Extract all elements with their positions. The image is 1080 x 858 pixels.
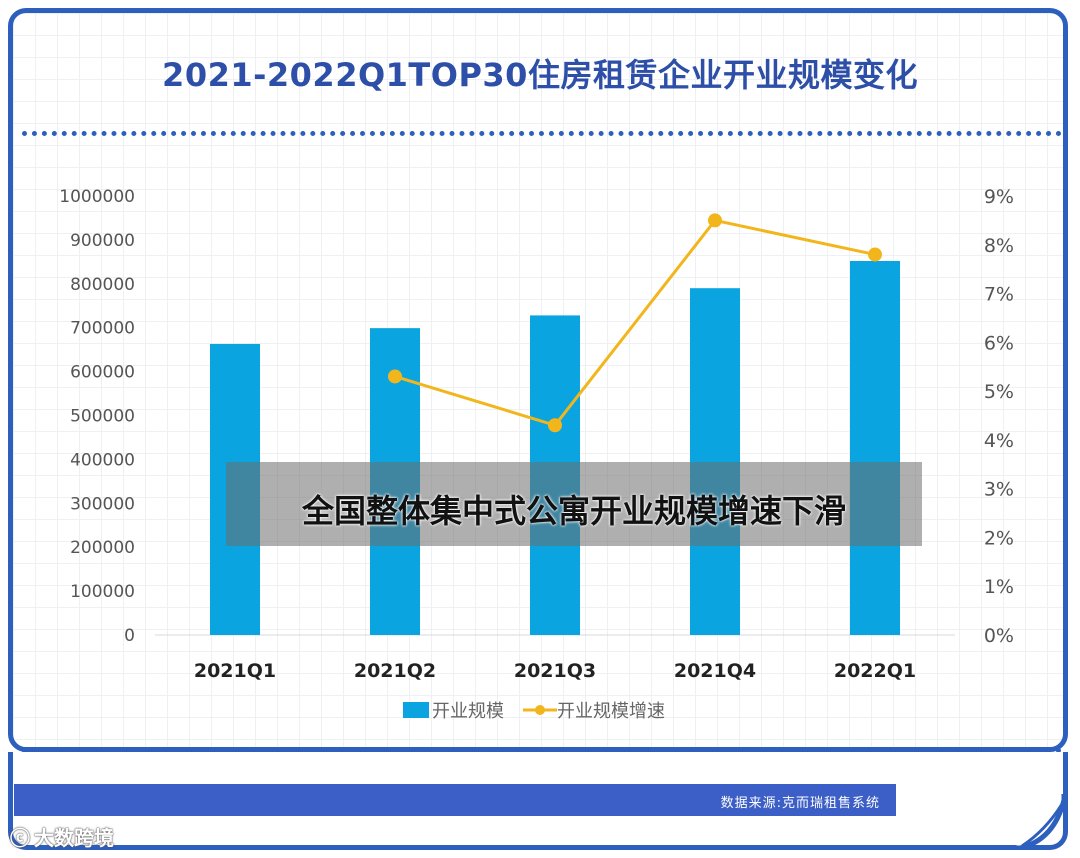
right-axis-tick-label: 6% xyxy=(984,332,1014,354)
watermark-logo-icon: ⓒ xyxy=(10,826,30,850)
left-axis-tick-label: 100000 xyxy=(70,582,135,602)
left-axis-tick-label: 600000 xyxy=(70,363,135,383)
x-axis-tick-label: 2021Q3 xyxy=(514,660,596,682)
footer-divider xyxy=(22,748,1062,753)
growth-point-2022Q1 xyxy=(868,247,882,262)
left-axis-tick-label: 1000000 xyxy=(59,187,135,207)
title-divider xyxy=(22,131,1062,136)
source-text: 数据来源:克而瑞租售系统 xyxy=(720,796,880,811)
right-axis-tick-label: 3% xyxy=(984,479,1014,501)
left-axis-tick-label: 300000 xyxy=(70,494,135,514)
right-axis-tick-label: 1% xyxy=(984,576,1014,598)
left-axis-tick-label: 700000 xyxy=(70,319,135,339)
watermark: ⓒ 大数跨境 xyxy=(10,822,114,851)
right-axis-tick-label: 2% xyxy=(984,527,1014,549)
legend-line-label: 开业规模增速 xyxy=(557,701,665,722)
right-axis-tick-label: 8% xyxy=(984,235,1014,257)
legend-bar-swatch xyxy=(403,702,429,718)
right-axis-tick-label: 5% xyxy=(984,381,1014,403)
right-axis-tick-label: 4% xyxy=(984,430,1014,452)
right-axis-tick-label: 0% xyxy=(984,625,1014,647)
growth-line xyxy=(394,218,876,427)
legend-bar-label: 开业规模 xyxy=(432,701,504,722)
watermark-text: 大数跨境 xyxy=(34,826,114,850)
x-axis-tick-label: 2021Q2 xyxy=(354,660,436,682)
caption-overlay: 全国整体集中式公寓开业规模增速下滑 xyxy=(226,462,922,546)
right-axis-tick-label: 7% xyxy=(984,284,1014,306)
growth-point-2021Q2 xyxy=(388,369,402,384)
left-axis-tick-label: 500000 xyxy=(70,407,135,427)
page-curl-icon xyxy=(1014,794,1067,850)
left-axis-tick-label: 0 xyxy=(124,626,135,646)
overlay-caption: 全国整体集中式公寓开业规模增速下滑 xyxy=(301,492,846,530)
left-axis-tick-label: 400000 xyxy=(70,450,135,470)
right-axis-tick-label: 9% xyxy=(984,186,1014,208)
x-axis-tick-label: 2021Q4 xyxy=(674,660,756,682)
chart-title: 2021-2022Q1TOP30住房租赁企业开业规模变化 xyxy=(162,56,918,94)
x-axis-tick-label: 2022Q1 xyxy=(834,660,916,682)
bar-2021Q4 xyxy=(690,288,740,635)
bar-2022Q1 xyxy=(850,260,900,635)
x-axis-tick-label: 2021Q1 xyxy=(194,660,276,682)
growth-point-2021Q3 xyxy=(548,418,562,433)
legend-line-marker xyxy=(535,705,545,715)
left-axis-tick-label: 200000 xyxy=(70,538,135,558)
source-bar: 数据来源:克而瑞租售系统 xyxy=(14,784,896,816)
left-axis-tick-label: 900000 xyxy=(70,231,135,251)
growth-point-2021Q4 xyxy=(708,213,722,228)
left-axis-tick-label: 800000 xyxy=(70,275,135,295)
